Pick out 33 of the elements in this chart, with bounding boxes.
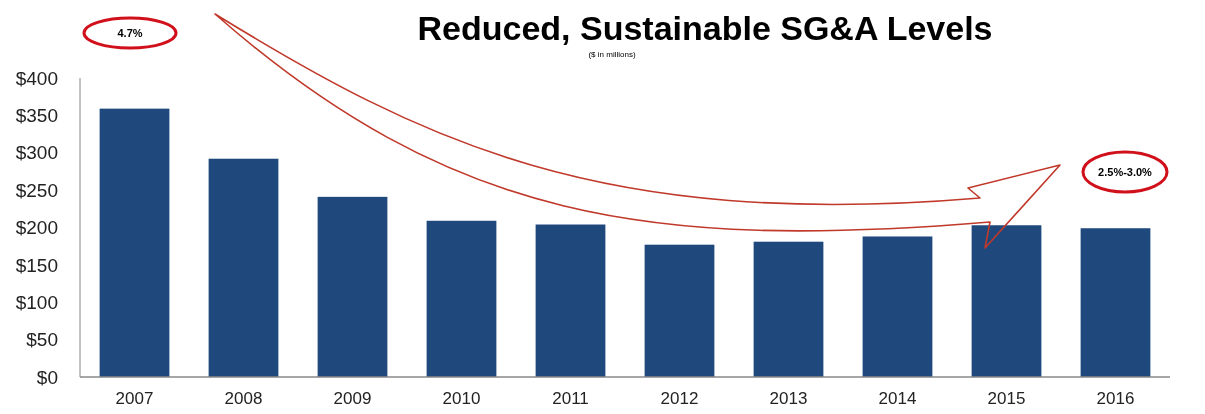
x-tick-label: 2007 bbox=[115, 389, 154, 408]
x-tick-label: 2013 bbox=[769, 389, 808, 408]
y-tick-label: $0 bbox=[36, 366, 58, 388]
y-tick-label: $250 bbox=[15, 179, 58, 201]
bar bbox=[535, 224, 606, 377]
bar bbox=[317, 196, 388, 377]
x-tick-label: 2009 bbox=[333, 389, 372, 408]
y-tick-label: $100 bbox=[15, 291, 58, 313]
x-tick-label: 2012 bbox=[660, 389, 699, 408]
bar bbox=[971, 225, 1042, 377]
annotation: 2.5%-3.0% bbox=[1098, 165, 1153, 178]
bar bbox=[208, 158, 279, 377]
bar bbox=[644, 244, 715, 377]
x-tick-label: 2016 bbox=[1096, 389, 1135, 408]
y-tick-label: $350 bbox=[15, 105, 58, 127]
x-tick-label: 2014 bbox=[878, 389, 917, 408]
text: 4.7% bbox=[117, 26, 143, 39]
bar bbox=[753, 241, 824, 377]
chart-subtitle: ($ in millions) bbox=[588, 50, 636, 59]
y-tick-label: $300 bbox=[15, 142, 58, 164]
x-tick-label: 2010 bbox=[442, 389, 481, 408]
y-tick-label: $200 bbox=[15, 217, 58, 239]
y-tick-label: $50 bbox=[26, 329, 58, 351]
x-tick-label: 2011 bbox=[552, 389, 589, 408]
bar bbox=[426, 220, 497, 377]
bar bbox=[862, 236, 933, 377]
chart-title: Reduced, Sustainable SG&A Levels bbox=[417, 9, 993, 47]
y-tick-label: $400 bbox=[15, 67, 58, 89]
y-tick-label: $150 bbox=[15, 254, 58, 276]
x-tick-label: 2008 bbox=[224, 389, 263, 408]
bar bbox=[99, 108, 170, 377]
bar bbox=[1080, 228, 1151, 377]
x-tick-label: 2015 bbox=[987, 389, 1026, 408]
